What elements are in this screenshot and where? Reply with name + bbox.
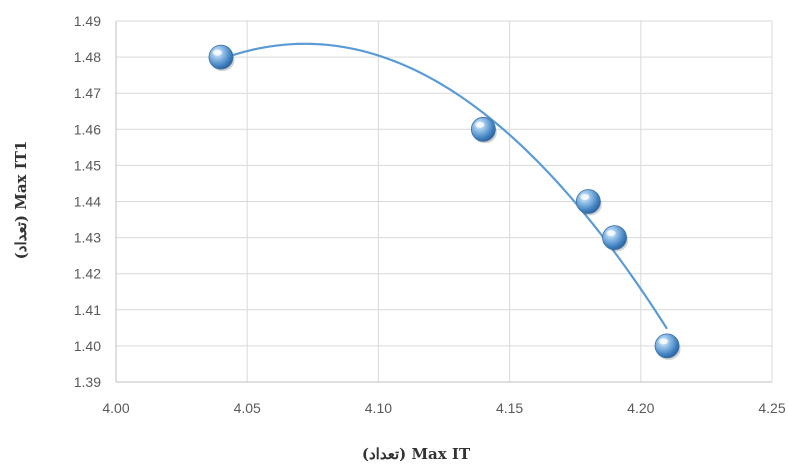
y-axis-tick-labels: 1.39 1.40 1.41 1.42 1.43 1.44 1.45 1.46 1.47 1.48… — [74, 13, 101, 390]
x-tick-label-4.15: 4.15 — [496, 400, 523, 416]
data-points — [208, 44, 681, 360]
y-tick-label-1.45: 1.45 — [74, 157, 101, 173]
data-point-marker — [654, 333, 680, 359]
x-tick-label-4.00: 4.00 — [102, 400, 129, 416]
y-tick-label-1.46: 1.46 — [74, 121, 101, 137]
data-point-1 — [208, 44, 235, 72]
data-point-marker — [470, 116, 496, 142]
x-tick-label-4.05: 4.05 — [234, 400, 261, 416]
horizontal-gridlines — [116, 20, 772, 347]
data-point-marker — [602, 225, 627, 251]
plot-axes — [115, 21, 772, 383]
x-axis-title: (تعداد) Max IT — [362, 445, 471, 463]
x-tick-label-4.25: 4.25 — [758, 400, 785, 416]
data-point-highlight — [606, 230, 616, 237]
y-axis-title: (تعداد) Max IT1 — [12, 141, 30, 260]
x-axis-tick-labels: 4.00 4.05 4.10 4.15 4.20 4.25 — [102, 400, 785, 416]
y-tick-label-1.48: 1.48 — [74, 49, 101, 65]
y-tick-label-1.41: 1.41 — [74, 302, 101, 318]
data-point-highlight — [212, 49, 222, 56]
data-point-3 — [575, 189, 602, 216]
x-tick-label-4.20: 4.20 — [627, 400, 654, 416]
y-tick-label-1.49: 1.49 — [74, 13, 101, 29]
y-tick-label-1.43: 1.43 — [74, 230, 101, 246]
y-tick-label-1.40: 1.40 — [74, 338, 101, 354]
data-point-highlight — [659, 338, 669, 345]
data-point-marker — [208, 44, 234, 70]
data-point-highlight — [475, 121, 485, 128]
y-tick-label-1.47: 1.47 — [74, 85, 101, 101]
y-tick-label-1.39: 1.39 — [74, 374, 101, 390]
x-tick-label-4.10: 4.10 — [365, 400, 392, 416]
data-point-4 — [602, 225, 629, 252]
y-tick-label-1.42: 1.42 — [74, 266, 101, 282]
data-point-marker — [575, 189, 601, 214]
data-point-highlight — [580, 194, 590, 200]
trendline — [220, 42, 668, 330]
y-tick-label-1.44: 1.44 — [74, 194, 101, 210]
data-point-2 — [470, 116, 497, 144]
data-point-5 — [654, 333, 681, 360]
